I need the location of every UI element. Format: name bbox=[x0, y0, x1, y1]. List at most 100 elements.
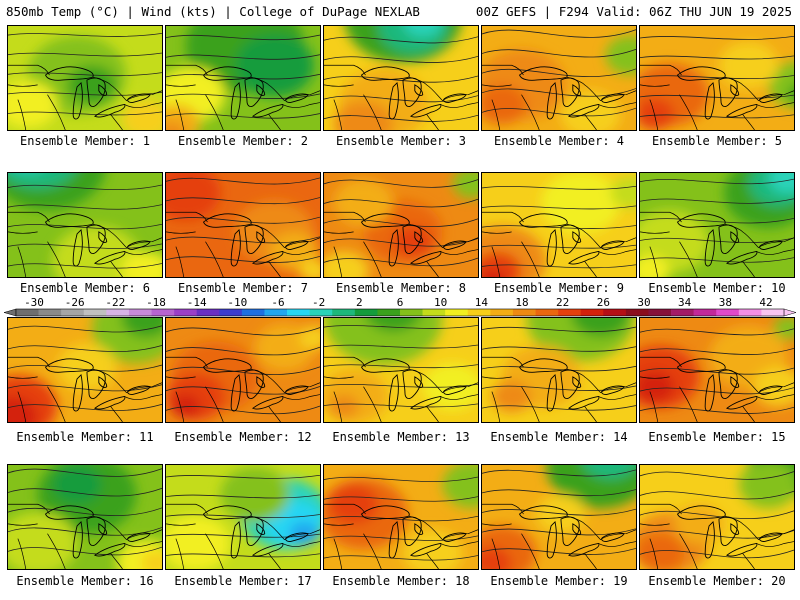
temperature-map bbox=[8, 26, 162, 130]
lake-outline bbox=[127, 385, 151, 395]
border-line bbox=[47, 386, 66, 422]
lake-outline bbox=[285, 385, 309, 395]
chart-title: 850mb Temp (°C) | Wind (kts) | College o… bbox=[6, 4, 420, 19]
border-line bbox=[649, 99, 659, 130]
colorbar-segment bbox=[716, 309, 740, 316]
temperature-map bbox=[640, 173, 794, 277]
colorbar-segment bbox=[603, 309, 627, 316]
ensemble-panel-17 bbox=[165, 464, 321, 570]
border-line bbox=[324, 503, 366, 515]
border-line bbox=[47, 533, 66, 569]
colorbar-segment bbox=[671, 309, 694, 316]
colorbar-tick-label: -18 bbox=[146, 296, 166, 309]
height-contour bbox=[8, 384, 162, 392]
height-contour bbox=[166, 346, 320, 356]
colorbar-segment bbox=[332, 309, 356, 316]
border-line bbox=[363, 94, 382, 130]
height-contour bbox=[640, 114, 794, 119]
border-line bbox=[47, 241, 66, 277]
colorbar-segment bbox=[16, 309, 39, 316]
lake-outline bbox=[360, 505, 410, 520]
lake-outline bbox=[127, 240, 151, 250]
ensemble-panel-1 bbox=[7, 25, 163, 131]
colorbar-tick-label: 26 bbox=[597, 296, 610, 309]
height-contour bbox=[640, 55, 794, 60]
lake-outline bbox=[402, 516, 422, 546]
height-contour bbox=[482, 244, 636, 249]
colorbar-segment bbox=[580, 309, 604, 316]
border-line bbox=[175, 246, 185, 277]
lake-outline bbox=[568, 396, 600, 410]
border-line bbox=[598, 541, 636, 547]
height-contour bbox=[482, 185, 636, 190]
height-contour bbox=[8, 403, 162, 411]
border-line bbox=[426, 114, 439, 130]
border-line bbox=[742, 261, 755, 277]
temperature-region bbox=[788, 85, 794, 105]
height-contour bbox=[166, 494, 320, 499]
border-line bbox=[584, 553, 597, 569]
height-contours bbox=[482, 469, 636, 555]
lake-outline bbox=[410, 396, 442, 410]
lake-outline bbox=[730, 523, 740, 535]
border-line bbox=[124, 541, 162, 547]
border-line bbox=[8, 211, 50, 223]
height-contour bbox=[8, 507, 162, 517]
ensemble-member-label: Ensemble Member: 2 bbox=[177, 134, 309, 148]
height-contour bbox=[8, 243, 162, 249]
colorbar-segment bbox=[196, 309, 220, 316]
temperature-region bbox=[482, 547, 512, 569]
ensemble-member-label: Ensemble Member: 9 bbox=[493, 281, 625, 295]
height-contours bbox=[324, 36, 478, 122]
border-line bbox=[742, 406, 755, 422]
lake-outline bbox=[704, 229, 715, 267]
lake-outline bbox=[256, 84, 266, 96]
lake-outline bbox=[676, 66, 726, 81]
ensemble-member-label: Ensemble Member: 17 bbox=[174, 574, 312, 588]
lake-outline bbox=[718, 516, 738, 546]
border-line bbox=[640, 211, 682, 223]
border-line bbox=[521, 241, 540, 277]
border-line bbox=[426, 261, 439, 277]
height-contour bbox=[324, 218, 478, 227]
lake-outline bbox=[72, 374, 83, 412]
lake-outline bbox=[94, 543, 126, 557]
border-line bbox=[333, 99, 343, 130]
lake-outline bbox=[718, 369, 738, 399]
border-line bbox=[742, 114, 755, 130]
ensemble-panel-9 bbox=[481, 172, 637, 278]
ensemble-member-label: Ensemble Member: 4 bbox=[493, 134, 625, 148]
colorbar-tick-label: 6 bbox=[397, 296, 404, 309]
colorbar-tick-label: 30 bbox=[637, 296, 650, 309]
lake-outline bbox=[388, 229, 399, 267]
lake-outline bbox=[568, 543, 600, 557]
lake-outline bbox=[127, 93, 151, 103]
lake-outline bbox=[414, 376, 424, 388]
height-contour bbox=[482, 87, 636, 97]
ensemble-panel-7 bbox=[165, 172, 321, 278]
ensemble-member-label: Ensemble Member: 3 bbox=[335, 134, 467, 148]
height-contour bbox=[8, 325, 162, 333]
height-contours bbox=[8, 468, 162, 556]
border-line bbox=[640, 503, 682, 515]
height-contours bbox=[482, 185, 636, 269]
border-line bbox=[324, 211, 366, 223]
height-contour bbox=[8, 546, 162, 556]
lake-outline bbox=[560, 77, 580, 107]
height-contour bbox=[482, 346, 636, 352]
temperature-region bbox=[560, 90, 621, 130]
lake-outline bbox=[518, 213, 568, 228]
lake-outline bbox=[98, 84, 108, 96]
lake-outline bbox=[410, 251, 442, 265]
border-line bbox=[205, 241, 224, 277]
border-line bbox=[8, 356, 50, 368]
colorbar-tick-label: 42 bbox=[759, 296, 772, 309]
lake-outline bbox=[572, 231, 582, 243]
border-line bbox=[205, 94, 224, 130]
lake-outline bbox=[601, 532, 625, 542]
lake-outline bbox=[730, 376, 740, 388]
lake-outline bbox=[94, 104, 126, 118]
lake-outline bbox=[704, 521, 715, 559]
lake-outline bbox=[414, 523, 424, 535]
colorbar-segment bbox=[174, 309, 198, 316]
